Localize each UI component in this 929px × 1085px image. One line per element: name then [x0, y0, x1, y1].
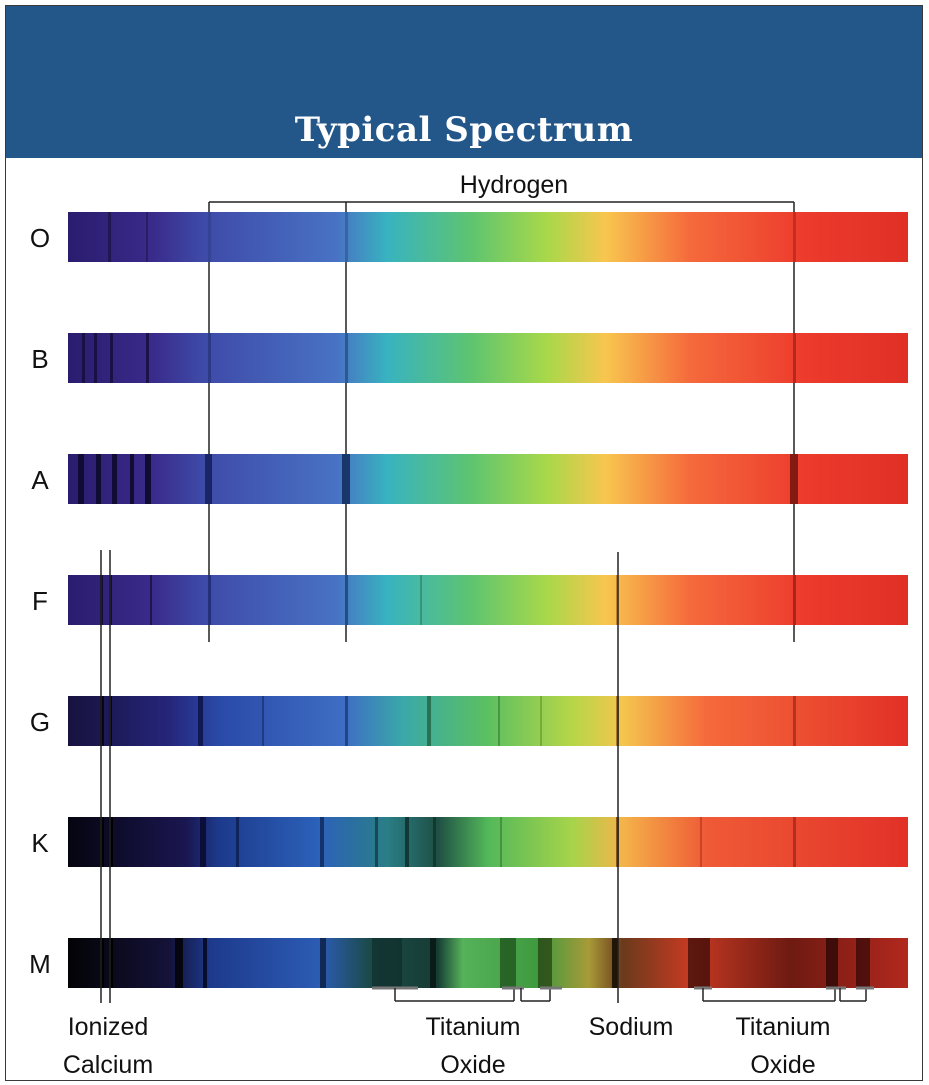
oxide-label-2: Oxide — [750, 1051, 815, 1079]
header-title: Typical Spectrum — [294, 110, 634, 150]
hydrogen-label: Hydrogen — [460, 171, 568, 199]
spectrum-O: O — [30, 212, 908, 262]
class-label-F: F — [32, 586, 48, 616]
titanium-oxide-bracket-2 — [694, 986, 874, 1002]
spectrum-K: K — [31, 817, 908, 867]
ionized-calcium-lines — [100, 550, 111, 1003]
class-label-O: O — [30, 223, 50, 253]
class-label-K: K — [31, 828, 49, 858]
class-label-M: M — [29, 949, 51, 979]
header-bar: Typical Spectrum — [6, 6, 922, 158]
spectrum-F: F — [32, 575, 908, 625]
class-label-B: B — [31, 344, 48, 374]
class-label-A: A — [31, 465, 49, 495]
spectrum-G: G — [30, 696, 908, 746]
hydrogen-bracket — [208, 201, 795, 642]
oxide-label-1: Oxide — [440, 1051, 505, 1079]
titanium-label-1: Titanium — [426, 1013, 521, 1041]
titanium-label-2: Titanium — [736, 1013, 831, 1041]
sodium-label: Sodium — [589, 1013, 674, 1041]
ionized-label-line1: Ionized — [68, 1013, 149, 1041]
spectrum-B: B — [31, 333, 908, 383]
titanium-oxide-bracket-1 — [372, 986, 562, 1002]
spectrum-M: M — [29, 938, 908, 988]
spectrum-A: A — [31, 454, 908, 504]
class-label-G: G — [30, 707, 50, 737]
figure-frame: Typical Spectrum — [5, 5, 923, 1081]
calcium-label-line2: Calcium — [63, 1051, 153, 1079]
